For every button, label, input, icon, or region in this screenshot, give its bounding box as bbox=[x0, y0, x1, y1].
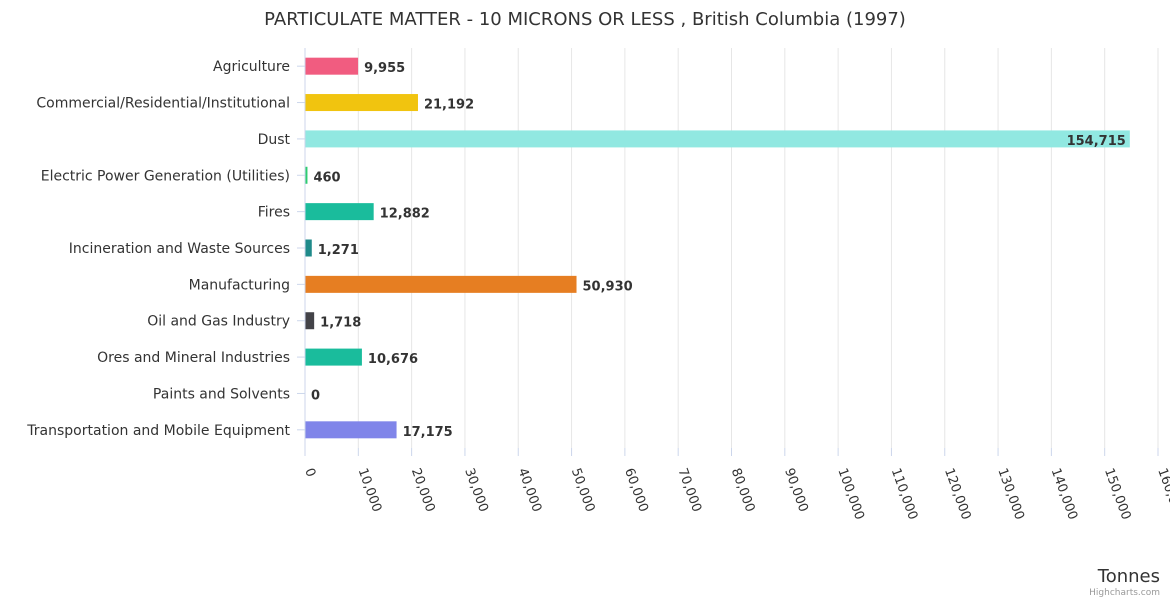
category-label: Oil and Gas Industry bbox=[147, 314, 290, 330]
data-label: 460 bbox=[313, 170, 340, 185]
x-tick-label: 10,000 bbox=[355, 466, 385, 514]
category-label: Ores and Mineral Industries bbox=[97, 350, 290, 366]
data-label: 12,882 bbox=[380, 207, 430, 222]
data-label: 21,192 bbox=[424, 98, 474, 113]
data-label: 1,271 bbox=[318, 243, 359, 258]
category-label: Agriculture bbox=[213, 59, 290, 75]
x-tick-label: 110,000 bbox=[888, 466, 920, 522]
bar[interactable] bbox=[305, 421, 397, 439]
data-label: 0 bbox=[311, 388, 320, 403]
x-tick-label: 0 bbox=[301, 466, 318, 479]
bar[interactable] bbox=[305, 348, 362, 366]
category-label: Incineration and Waste Sources bbox=[69, 241, 290, 257]
data-label: 10,676 bbox=[368, 352, 418, 367]
x-tick-label: 100,000 bbox=[834, 466, 866, 522]
data-labels: 9,955 21,192 154,715 460 12,882 1,271 50,930 1,… bbox=[311, 61, 1126, 440]
bar[interactable] bbox=[305, 203, 374, 221]
x-tick-label: 60,000 bbox=[621, 466, 651, 514]
category-label: Paints and Solvents bbox=[153, 386, 290, 402]
x-tick-label: 30,000 bbox=[461, 466, 491, 514]
category-label: Fires bbox=[258, 205, 290, 221]
category-label: Commercial/Residential/Institutional bbox=[36, 96, 290, 112]
data-label: 1,718 bbox=[320, 316, 361, 331]
gridlines bbox=[304, 48, 1159, 448]
category-label: Dust bbox=[258, 132, 291, 148]
x-tick-label: 50,000 bbox=[568, 466, 598, 514]
credits-link[interactable]: Highcharts.com bbox=[1089, 588, 1160, 598]
category-label: Transportation and Mobile Equipment bbox=[26, 423, 290, 439]
bar[interactable] bbox=[305, 130, 1130, 148]
x-tick-label: 140,000 bbox=[1048, 466, 1080, 522]
bars bbox=[305, 57, 1130, 439]
bar[interactable] bbox=[305, 275, 577, 293]
x-tick-label: 40,000 bbox=[514, 466, 544, 514]
x-tick-label: 160,000 bbox=[1154, 466, 1170, 522]
x-axis-ticks: 0 10,000 20,000 30,000 40,000 50,000 60,000 70,… bbox=[301, 448, 1170, 522]
data-label: 154,715 bbox=[1067, 134, 1126, 149]
category-label: Electric Power Generation (Utilities) bbox=[41, 168, 290, 184]
chart-title: PARTICULATE MATTER - 10 MICRONS OR LESS … bbox=[264, 9, 906, 30]
x-tick-label: 70,000 bbox=[674, 466, 704, 514]
x-tick-label: 20,000 bbox=[408, 466, 438, 514]
data-label: 50,930 bbox=[583, 279, 633, 294]
bar[interactable] bbox=[305, 57, 359, 75]
bar[interactable] bbox=[305, 312, 315, 330]
bar[interactable] bbox=[305, 94, 418, 112]
x-tick-label: 90,000 bbox=[781, 466, 811, 514]
x-tick-label: 130,000 bbox=[994, 466, 1026, 522]
axis-title-tonnes: Tonnes bbox=[1097, 566, 1160, 587]
category-label: Manufacturing bbox=[189, 277, 290, 293]
data-label: 9,955 bbox=[364, 61, 405, 76]
x-tick-label: 80,000 bbox=[728, 466, 758, 514]
data-label: 17,175 bbox=[403, 425, 453, 440]
x-tick-label: 150,000 bbox=[1101, 466, 1133, 522]
bar[interactable] bbox=[305, 239, 312, 257]
bar[interactable] bbox=[305, 166, 308, 184]
x-tick-label: 120,000 bbox=[941, 466, 973, 522]
category-labels: Agriculture Commercial/Residential/Instit… bbox=[26, 59, 305, 439]
